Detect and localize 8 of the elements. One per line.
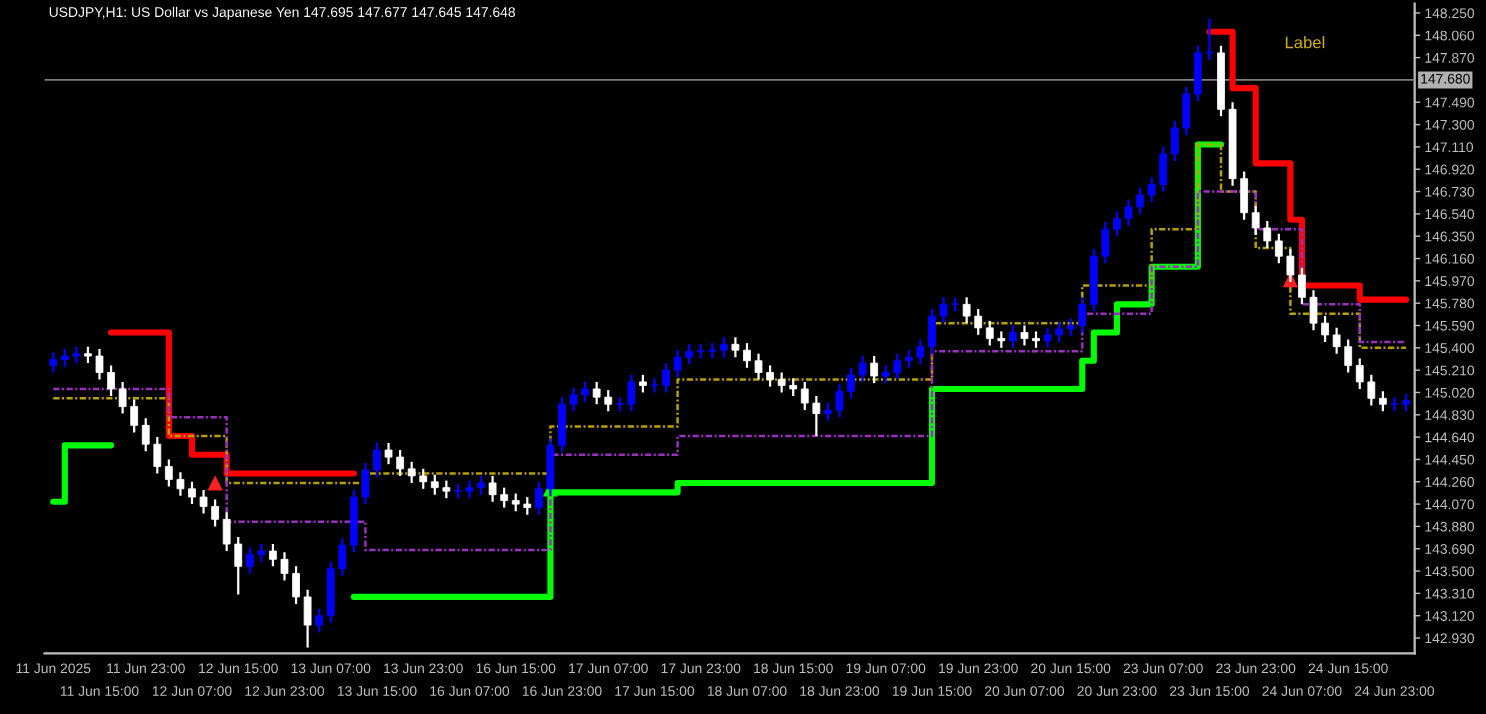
candlestick	[315, 607, 324, 634]
point	[207, 475, 223, 491]
candlestick	[1009, 324, 1017, 349]
candlestick	[719, 336, 728, 359]
annotation: Label	[1285, 36, 1325, 49]
candlestick	[1378, 390, 1387, 413]
candlestick	[49, 351, 58, 374]
candlestick	[870, 354, 879, 385]
